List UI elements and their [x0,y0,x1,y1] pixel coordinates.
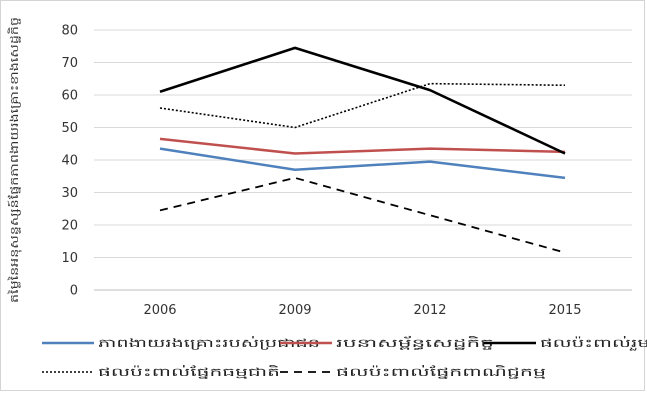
y-tick-label: 10 [61,251,78,266]
series-line-5 [159,176,566,254]
y-tick-label: 60 [61,89,78,104]
legend-label-5: ផលប៉ះពាល់ផ្នែកពាណិជ្ជកម្ម [336,365,546,379]
y-tick-label: 50 [61,121,78,136]
legend-label-3: ផលប៉ះពាល់រួម [540,336,647,351]
y-axis-ticks: 0 10 20 30 40 50 60 70 80 [61,24,78,299]
legend: ភាពងាយរងគ្រោះរបស់ប្រជាជន របនាសម្ព័ន្ធសេដ្… [42,335,647,379]
y-axis-label: តម្លៃនៃអនុសន្ទស្សន៍ផ្នែកភាពងាយរងគ្រោះខាង… [7,17,22,303]
series-lines [159,46,566,254]
x-tick-label: 2015 [548,303,581,318]
x-tick-label: 2006 [143,303,176,318]
x-tick-label: 2012 [413,303,446,318]
legend-label-2: របនាសម្ព័ន្ធសេដ្ឋកិច្ច [336,335,494,350]
y-tick-label: 30 [61,186,78,201]
series-line-1 [159,147,566,180]
series-line-2 [159,137,566,155]
legend-label-4: ផលប៉ះពាល់ផ្នែកធម្មជាតិ [98,365,280,379]
x-tick-label: 2009 [278,303,311,318]
x-axis-ticks: 2006 2009 2012 2015 [143,303,581,318]
y-tick-label: 40 [61,154,78,169]
y-tick-label: 20 [61,219,78,234]
gridlines [94,29,632,258]
y-tick-label: 70 [61,56,78,71]
legend-label-1: ភាពងាយរងគ្រោះរបស់ប្រជាជន [98,336,320,350]
y-tick-label: 0 [70,284,78,299]
series-line-3 [159,46,566,155]
y-tick-label: 80 [61,24,78,39]
series-line-4 [159,82,566,129]
